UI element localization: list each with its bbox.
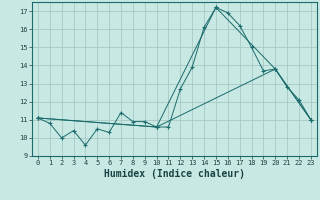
X-axis label: Humidex (Indice chaleur): Humidex (Indice chaleur)	[104, 169, 245, 179]
